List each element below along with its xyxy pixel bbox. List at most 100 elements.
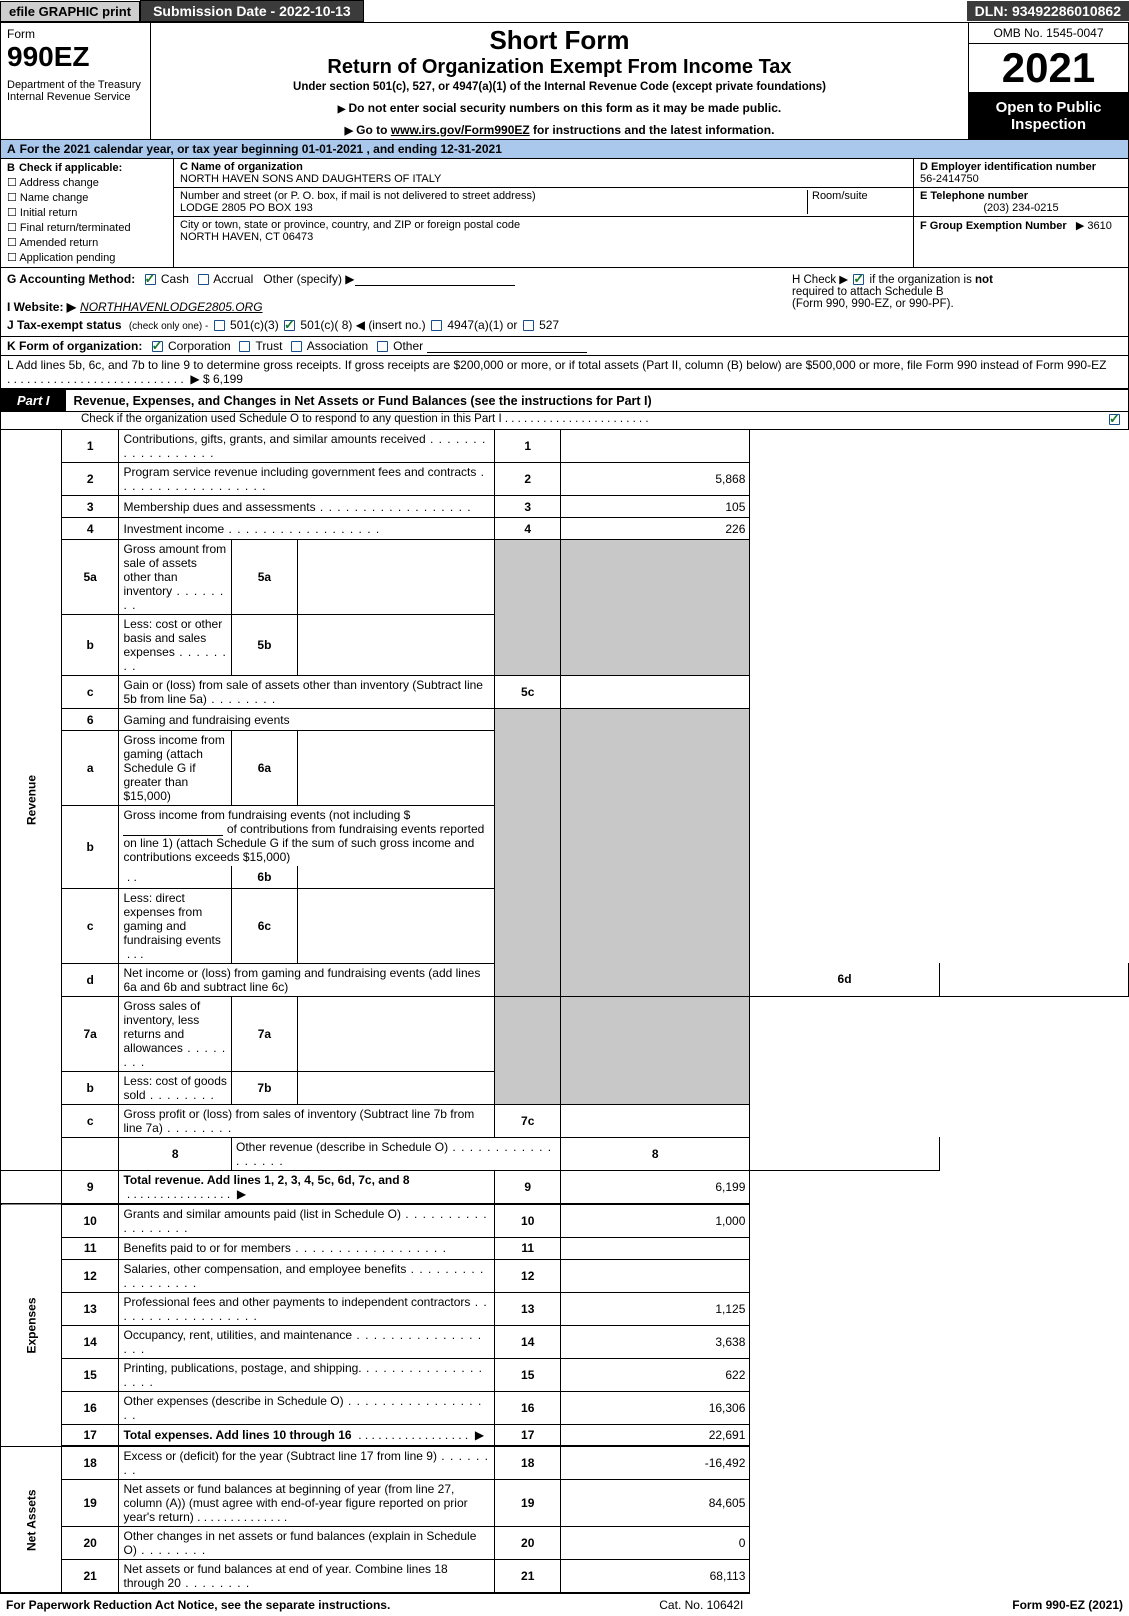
l6d-num: d xyxy=(61,963,119,996)
l15-desc: Printing, publications, postage, and shi… xyxy=(123,1361,483,1389)
telephone: (203) 234-0215 xyxy=(920,202,1122,214)
goto-note: ▶ Go to www.irs.gov/Form990EZ for instru… xyxy=(157,123,962,137)
assoc-label: Association xyxy=(307,339,368,353)
l20-amt: 0 xyxy=(561,1527,750,1560)
l20-ln: 20 xyxy=(495,1527,561,1560)
l2-desc: Program service revenue including govern… xyxy=(123,465,485,493)
l21-amt: 68,113 xyxy=(561,1560,750,1594)
chk-501c[interactable] xyxy=(284,320,295,331)
chk-amended-return[interactable]: ☐ Amended return xyxy=(7,236,167,249)
chk-final-return[interactable]: ☐ Final return/terminated xyxy=(7,221,167,234)
f-hdr: F Group Exemption Number xyxy=(920,220,1067,232)
h-line3: (Form 990, 990-EZ, or 990-PF). xyxy=(792,298,954,310)
other-org-input[interactable] xyxy=(427,339,587,353)
l5a-desc: Gross amount from sale of assets other t… xyxy=(123,542,226,612)
l13-ln: 13 xyxy=(495,1292,561,1325)
l5b-val xyxy=(297,615,495,676)
l1-num: 1 xyxy=(61,430,119,463)
l6c-sn: 6c xyxy=(231,888,297,963)
irs-link[interactable]: www.irs.gov/Form990EZ xyxy=(391,123,530,137)
k-label: K Form of organization: xyxy=(7,339,142,353)
l2-ln: 2 xyxy=(495,463,561,496)
chk-schedule-b[interactable] xyxy=(853,274,864,285)
l5a-sn: 5a xyxy=(231,540,297,615)
l16-ln: 16 xyxy=(495,1391,561,1424)
l3-num: 3 xyxy=(61,496,119,518)
omb-number: OMB No. 1545-0047 xyxy=(969,23,1128,44)
side-net-assets: Net Assets xyxy=(1,1446,62,1593)
l15-amt: 622 xyxy=(561,1358,750,1391)
goto-pre: Go to xyxy=(356,123,391,137)
l6b-contrib-input[interactable] xyxy=(123,822,223,836)
chk-schedule-o[interactable] xyxy=(1109,414,1120,425)
top-bar: efile GRAPHIC print Submission Date - 20… xyxy=(0,0,1129,22)
501c3-label: 501(c)(3) xyxy=(230,318,279,332)
l6d-desc: Net income or (loss) from gaming and fun… xyxy=(119,963,495,996)
section-k: K Form of organization: Corporation Trus… xyxy=(0,337,1129,356)
other-label: Other (specify) xyxy=(263,272,342,286)
l19-amt: 84,605 xyxy=(561,1480,750,1527)
l8-num: 8 xyxy=(119,1137,232,1170)
l11-amt xyxy=(561,1237,750,1259)
footer-right: Form 990-EZ (2021) xyxy=(1012,1598,1123,1612)
l10-ln: 10 xyxy=(495,1204,561,1238)
chk-association[interactable] xyxy=(291,341,302,352)
l9-num: 9 xyxy=(61,1170,119,1204)
form-meta-block: OMB No. 1545-0047 2021 Open to Public In… xyxy=(968,23,1128,139)
l1-amt xyxy=(561,430,750,463)
chk-address-change[interactable]: ☐ Address change xyxy=(7,176,167,189)
l19-ln: 19 xyxy=(495,1480,561,1527)
l6-num: 6 xyxy=(61,709,119,731)
l18-desc: Excess or (deficit) for the year (Subtra… xyxy=(123,1449,488,1477)
l1-desc: Contributions, gifts, grants, and simila… xyxy=(123,432,486,460)
chk-trust[interactable] xyxy=(239,341,250,352)
chk-other-org[interactable] xyxy=(377,341,388,352)
chk-corporation[interactable] xyxy=(152,341,163,352)
g-label: G Accounting Method: xyxy=(7,272,135,286)
chk-accrual[interactable] xyxy=(198,274,209,285)
l10-amt: 1,000 xyxy=(561,1204,750,1238)
footer: For Paperwork Reduction Act Notice, see … xyxy=(0,1594,1129,1616)
l2-amt: 5,868 xyxy=(561,463,750,496)
footer-cat: Cat. No. 10642I xyxy=(390,1598,1012,1612)
l17-num: 17 xyxy=(61,1424,119,1446)
h-pre: H Check ▶ xyxy=(792,274,848,286)
l21-desc: Net assets or fund balances at end of ye… xyxy=(123,1562,447,1590)
form-title-block: Short Form Return of Organization Exempt… xyxy=(151,23,968,139)
chk-initial-return[interactable]: ☐ Initial return xyxy=(7,206,167,219)
chk-cash[interactable] xyxy=(145,274,156,285)
l8-desc: Other revenue (describe in Schedule O) xyxy=(236,1140,552,1168)
part-i-header: Part I Revenue, Expenses, and Changes in… xyxy=(0,389,1129,412)
l9-amt: 6,199 xyxy=(561,1170,750,1204)
l13-num: 13 xyxy=(61,1292,119,1325)
l3-amt: 105 xyxy=(561,496,750,518)
part-i-tab: Part I xyxy=(1,390,66,411)
l7c-num: c xyxy=(61,1104,119,1137)
l5a-num: 5a xyxy=(61,540,119,615)
l12-amt xyxy=(561,1259,750,1292)
l19-num: 19 xyxy=(61,1480,119,1527)
footer-left: For Paperwork Reduction Act Notice, see … xyxy=(6,1598,390,1612)
l5-grey-amt xyxy=(561,540,750,676)
c-city-hdr: City or town, state or province, country… xyxy=(180,219,907,231)
group-exemption: 3610 xyxy=(1087,220,1111,232)
chk-4947[interactable] xyxy=(431,320,442,331)
side-expenses: Expenses xyxy=(1,1204,62,1447)
chk-name-change[interactable]: ☐ Name change xyxy=(7,191,167,204)
l11-ln: 11 xyxy=(495,1237,561,1259)
l6b-val xyxy=(297,866,495,888)
l19-desc: Net assets or fund balances at beginning… xyxy=(123,1482,467,1524)
efile-print-link[interactable]: efile GRAPHIC print xyxy=(0,1,140,22)
chk-527[interactable] xyxy=(523,320,534,331)
4947-label: 4947(a)(1) or xyxy=(447,318,517,332)
h-not: not xyxy=(975,274,993,286)
l5-grey-ln xyxy=(495,540,561,676)
chk-501c3[interactable] xyxy=(214,320,225,331)
l5c-amt xyxy=(561,676,750,709)
l6-grey-amt xyxy=(561,709,750,997)
other-specify-input[interactable] xyxy=(355,272,515,286)
website-link[interactable]: NORTHHAVENLODGE2805.ORG xyxy=(80,300,263,314)
b-label: Check if applicable: xyxy=(19,162,122,174)
i-label: I Website: ▶ xyxy=(7,300,76,314)
chk-application-pending[interactable]: ☐ Application pending xyxy=(7,251,167,264)
